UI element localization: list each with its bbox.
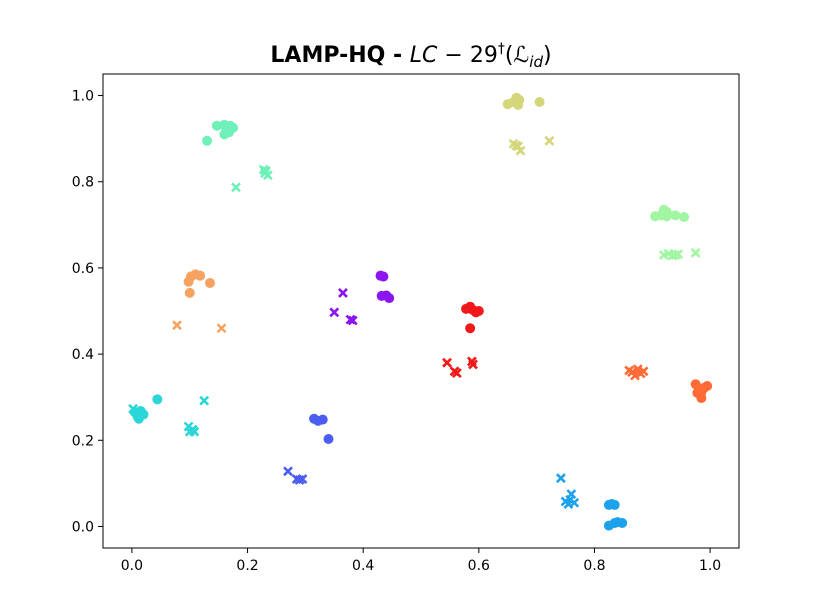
x-axis: 0.0 0.2 0.4 0.6 0.8 1.0 bbox=[121, 548, 721, 574]
circle-point bbox=[317, 414, 328, 425]
cross-point bbox=[283, 466, 293, 477]
cross-point bbox=[189, 426, 200, 437]
series-9 bbox=[283, 413, 334, 485]
chart-title-open-paren: ( bbox=[505, 43, 514, 68]
cross-point bbox=[451, 368, 462, 378]
cross-point bbox=[566, 489, 577, 500]
series-4 bbox=[172, 269, 227, 334]
chart-title-math-lc: LC bbox=[410, 43, 438, 68]
x-tick-label: 0.2 bbox=[236, 558, 258, 574]
circle-point bbox=[184, 287, 195, 298]
cross-point bbox=[338, 287, 348, 298]
circle-point bbox=[202, 135, 213, 146]
x-tick-label: 0.6 bbox=[468, 558, 490, 574]
cross-point bbox=[569, 497, 580, 508]
y-tick-label: 1.0 bbox=[72, 89, 94, 105]
cross-point bbox=[172, 320, 182, 331]
chart-title-bold: LAMP-HQ - bbox=[270, 43, 409, 68]
y-tick-label: 0.6 bbox=[72, 261, 94, 277]
series-2 bbox=[202, 119, 273, 193]
x-tick-label: 1.0 bbox=[699, 558, 721, 574]
series-8 bbox=[128, 394, 210, 437]
circle-point bbox=[661, 211, 672, 222]
cross-point bbox=[297, 474, 308, 484]
circle-point bbox=[378, 271, 389, 282]
x-tick-label: 0.4 bbox=[352, 558, 374, 574]
series-1 bbox=[502, 92, 555, 156]
y-tick-label: 0.0 bbox=[72, 519, 94, 535]
cross-point bbox=[556, 473, 566, 484]
cross-point bbox=[515, 145, 526, 156]
cross-point bbox=[673, 249, 684, 260]
circle-point bbox=[534, 97, 545, 108]
circle-point bbox=[465, 323, 476, 334]
cross-point bbox=[216, 323, 227, 334]
circle-point bbox=[228, 122, 239, 133]
x-tick-label: 0.0 bbox=[121, 558, 143, 574]
circle-point bbox=[514, 94, 525, 105]
cross-point bbox=[638, 366, 649, 377]
cross-point bbox=[544, 135, 555, 146]
y-tick-label: 0.8 bbox=[72, 175, 94, 191]
circle-point bbox=[219, 129, 230, 140]
chart-title-superscript: † bbox=[498, 41, 505, 57]
series-7 bbox=[624, 364, 713, 404]
chart-title: LAMP-HQ - LC − 29†(ℒid) bbox=[270, 41, 551, 71]
cross-point bbox=[690, 247, 701, 258]
x-tick-label: 0.8 bbox=[583, 558, 605, 574]
cross-point bbox=[199, 395, 210, 406]
cross-point bbox=[262, 170, 273, 181]
cross-point bbox=[231, 182, 241, 193]
circle-point bbox=[473, 306, 484, 316]
chart-title-subscript: id bbox=[529, 53, 543, 71]
plot-marks bbox=[128, 92, 713, 531]
circle-point bbox=[204, 277, 215, 288]
y-tick-label: 0.2 bbox=[72, 433, 94, 449]
circle-point bbox=[696, 393, 707, 404]
series-10 bbox=[556, 473, 628, 531]
circle-point bbox=[323, 433, 334, 444]
cross-point bbox=[468, 359, 478, 370]
chart-title-close-paren: ) bbox=[543, 43, 552, 68]
circle-point bbox=[138, 409, 149, 420]
cross-point bbox=[347, 315, 358, 326]
y-axis: 0.0 0.2 0.4 0.6 0.8 1.0 bbox=[72, 89, 103, 535]
circle-point bbox=[195, 270, 206, 281]
circle-point bbox=[152, 394, 163, 405]
cross-point bbox=[442, 357, 452, 368]
circle-point bbox=[617, 518, 628, 529]
series-5 bbox=[329, 270, 395, 326]
circle-point bbox=[679, 212, 690, 223]
y-tick-label: 0.4 bbox=[72, 347, 94, 363]
circle-point bbox=[702, 380, 713, 391]
circle-point bbox=[670, 210, 681, 221]
series-3 bbox=[650, 204, 701, 261]
circle-point bbox=[384, 293, 395, 304]
circle-point bbox=[609, 499, 620, 510]
circle-point bbox=[211, 120, 222, 131]
chart-title-math-rest: − 29 bbox=[437, 43, 497, 68]
series-6 bbox=[442, 301, 484, 378]
chart-title-script-l: ℒ bbox=[513, 43, 529, 68]
plot-frame bbox=[102, 73, 740, 549]
cross-point bbox=[329, 307, 340, 318]
